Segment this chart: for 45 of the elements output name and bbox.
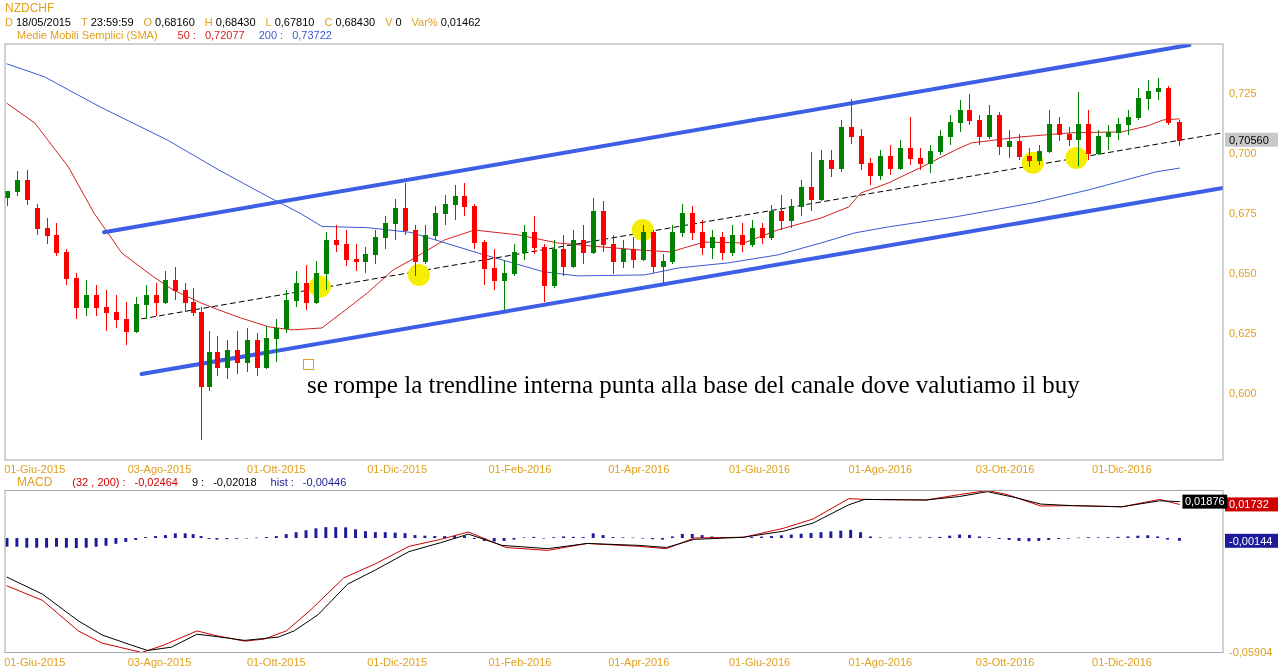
x-tick-label: 03-Ott-2016 xyxy=(975,463,1035,475)
x-tick-label: 01-Ago-2016 xyxy=(848,463,913,475)
y-tick-label: 0,70560 xyxy=(1229,133,1269,146)
x-tick-label: 01-Dic-2015 xyxy=(367,463,428,475)
x-tick-label: 01-Ago-2016 xyxy=(848,655,913,668)
y-tick-label: -0,00144 xyxy=(1229,534,1273,547)
x-tick-label: 01-Giu-2015 xyxy=(4,463,66,475)
x-tick-label: 01-Dic-2015 xyxy=(367,655,428,668)
x-tick-label: 01-Ott-2015 xyxy=(246,463,306,475)
x-tick-label: 01-Feb-2016 xyxy=(488,655,552,668)
y-tick-label: 0,625 xyxy=(1229,327,1257,340)
x-tick-label: 01-Dic-2016 xyxy=(1092,655,1152,668)
text: 9 : xyxy=(191,475,205,488)
y-tick-label: 0,600 xyxy=(1229,387,1257,400)
y-tick-label: 0,675 xyxy=(1229,207,1257,220)
text: 50 : xyxy=(177,29,196,41)
text: -0,02464 xyxy=(134,475,178,488)
text: 0,72077 xyxy=(204,29,245,41)
y-tick-label: 0,725 xyxy=(1229,87,1257,100)
chart-title: NZDCHF xyxy=(5,1,55,15)
text: (32 , 200) : xyxy=(72,475,126,488)
x-tick-label: 01-Ott-2015 xyxy=(246,655,306,668)
y-tick-label: 0,700 xyxy=(1229,147,1257,160)
y-tick-label: -0,05904 xyxy=(1229,646,1273,659)
x-tick-label: 01-Giu-2016 xyxy=(728,655,791,668)
x-tick-label: 01-Giu-2015 xyxy=(4,655,66,668)
text: 0,73722 xyxy=(292,29,332,41)
y-tick-label: 0,650 xyxy=(1229,267,1257,280)
text: 200 : xyxy=(258,29,284,41)
x-tick-label: 01-Giu-2016 xyxy=(728,463,791,475)
y-tick-label: 0,01732 xyxy=(1229,498,1269,511)
x-tick-label: 01-Apr-2016 xyxy=(608,655,670,668)
text: hist : xyxy=(270,475,294,488)
annotation: se rompe la trendline interna punta alla base del canale dove valutiamo il buy xyxy=(307,371,1081,398)
x-tick-label: 01-Apr-2016 xyxy=(608,463,670,475)
text: -0,02018 xyxy=(213,475,257,488)
x-tick-label: 01-Dic-2016 xyxy=(1092,463,1152,475)
text: D 18/05/2015 T 23:59:59 O 0,68160 H 0,68430 L 0,67810 C 0,68430 V 0 Var% 0,01462 xyxy=(5,15,481,28)
x-tick-label: 03-Ago-2015 xyxy=(127,655,192,668)
legend-title: Medie Mobili Semplici (SMA) xyxy=(17,29,158,41)
text: -0,00446 xyxy=(302,475,347,488)
x-tick-label: 03-Ago-2015 xyxy=(127,463,192,475)
x-tick-label: 01-Feb-2016 xyxy=(488,463,552,475)
chart-title: MACD xyxy=(17,474,53,489)
x-tick-label: 03-Ott-2016 xyxy=(975,655,1035,668)
